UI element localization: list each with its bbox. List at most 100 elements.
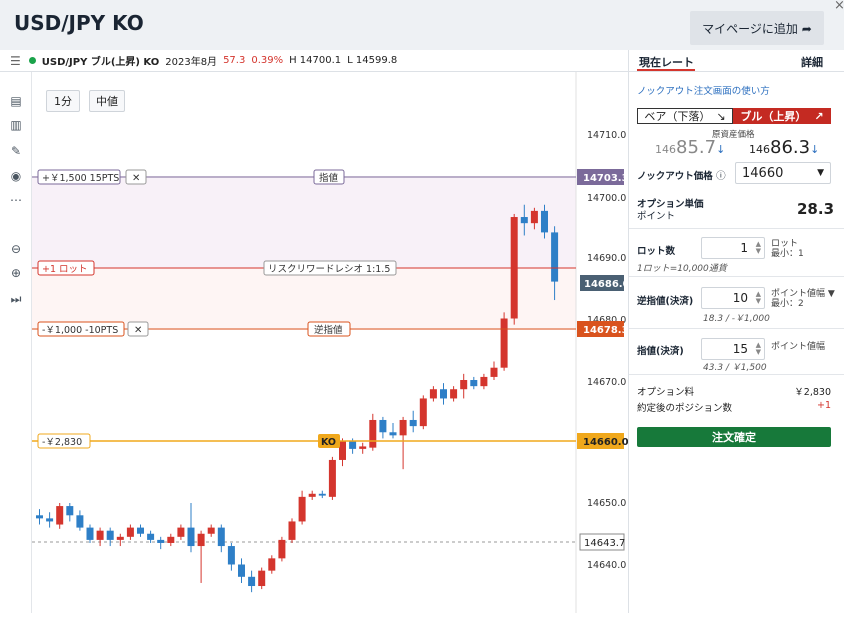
candle xyxy=(308,493,316,497)
svg-text:14643.7: 14643.7 xyxy=(584,538,625,549)
svg-text:逆指値: 逆指値 xyxy=(314,324,343,336)
option-price-value: 28.3 xyxy=(797,200,835,218)
position-count-row: 約定後のポジション数 +1 xyxy=(637,400,831,414)
close-icon[interactable]: × xyxy=(834,0,844,13)
y-tick: 14690.0 xyxy=(587,253,626,264)
candle xyxy=(106,530,114,540)
stepper-icon: ▲ ▼ xyxy=(755,341,761,356)
current-price-tag: 14686.0 xyxy=(580,275,630,291)
candle xyxy=(551,232,559,282)
price-chart[interactable]: +￥1,500 15PTS ✕ 指値 +1 ロット リスクリワードレシオ 1:1… xyxy=(32,72,630,613)
zoom-in-icon[interactable]: ⊕ xyxy=(10,266,22,280)
stop-line-left-label[interactable]: -￥1,000 -10PTS xyxy=(37,321,125,337)
symbol-name: USD/JPY ブル(上昇) KO xyxy=(41,57,160,68)
submit-order-button[interactable]: 注文確定 xyxy=(637,427,831,447)
limit-line-remove-button[interactable]: ✕ xyxy=(125,169,147,185)
lot-input[interactable]: 1 ▲ ▼ xyxy=(701,237,765,259)
bull-label: ブル（上昇） xyxy=(740,110,807,123)
calendar-icon[interactable]: ▤ xyxy=(10,94,22,108)
help-link[interactable]: ノックアウト注文画面の使い方 xyxy=(637,86,770,97)
order-panel: 現在レート 詳細 ノックアウト注文画面の使い方 ベア（下落） ↘ ブル（上昇） … xyxy=(628,50,844,613)
candle xyxy=(116,536,124,540)
svg-text:+1 ロット: +1 ロット xyxy=(42,264,88,275)
contract-month: 2023年8月 xyxy=(165,57,218,68)
candle xyxy=(399,419,407,436)
change-percent: 0.39% xyxy=(251,55,284,66)
candle xyxy=(541,210,548,233)
direction-toggle[interactable]: ベア（下落） ↘ ブル（上昇） ↗ xyxy=(637,108,831,124)
tab-detail[interactable]: 詳細 xyxy=(801,56,823,69)
zoom-out-icon[interactable]: ⊖ xyxy=(10,242,22,256)
lot-unit: ロット 最小：1 xyxy=(771,239,804,259)
limit-price-tag: 14703.3 xyxy=(577,169,629,185)
candle xyxy=(500,318,508,368)
candle xyxy=(86,527,94,540)
candle xyxy=(137,527,144,534)
header-bar: USD/JPY KO マイページに追加 ➦ × xyxy=(0,0,844,50)
candle xyxy=(248,576,256,587)
candle xyxy=(147,533,155,540)
more-icon[interactable]: ⋯ xyxy=(10,193,22,207)
ko-price-tag: 14660.0 xyxy=(577,433,629,449)
limit-line-left-label[interactable]: +￥1,500 15PTS xyxy=(37,169,121,185)
bear-label: ベア（下落） xyxy=(644,110,711,123)
svg-text:14660.0: 14660.0 xyxy=(583,437,628,448)
limit-points-input[interactable]: 15 ▲ ▼ xyxy=(701,338,765,360)
indicators-icon[interactable]: ▥ xyxy=(10,118,22,132)
bear-button[interactable]: ベア（下落） ↘ xyxy=(637,108,733,124)
svg-text:✕: ✕ xyxy=(132,173,140,184)
ko-price-select[interactable]: 14660 ▼ xyxy=(735,162,831,184)
limit-order-label: 指値(決済) xyxy=(637,346,684,357)
option-fee-row: オプション料 ￥2,830 xyxy=(637,387,831,398)
svg-text:+￥1,500 15PTS: +￥1,500 15PTS xyxy=(42,173,119,184)
last-price: 57.3 xyxy=(223,55,246,66)
stop-points-input[interactable]: 10 ▲ ▼ xyxy=(701,287,765,309)
stop-unit[interactable]: ポイント値幅 ▼ 最小：2 xyxy=(771,289,835,309)
eye-icon[interactable]: ◉ xyxy=(10,169,22,183)
stop-line-remove-button[interactable]: ✕ xyxy=(127,321,149,337)
candle xyxy=(369,419,377,448)
svg-text:指値: 指値 xyxy=(319,172,339,184)
limit-note: 43.3 / ￥1,500 xyxy=(703,363,767,373)
ko-line-left-label: -￥2,830 xyxy=(37,433,91,449)
interval-button[interactable]: 1分 xyxy=(46,90,80,112)
y-tick: 14640.0 xyxy=(587,560,626,571)
ko-line-center-label: KO xyxy=(318,434,340,448)
stop-price-tag: 14678.3 xyxy=(577,321,629,337)
candle xyxy=(238,564,245,577)
status-dot-icon xyxy=(28,57,36,64)
option-price-label: オプション単価 xyxy=(637,199,704,210)
candle xyxy=(409,419,417,427)
chart-area[interactable]: 1分 中値 +￥1,500 15PTS ✕ 指値 +1 ロット リスク xyxy=(32,72,630,613)
candle xyxy=(530,210,538,224)
candle xyxy=(470,380,478,387)
candle xyxy=(278,539,286,559)
candle xyxy=(76,515,84,528)
bull-button[interactable]: ブル（上昇） ↗ xyxy=(733,108,831,124)
stepper-icon: ▲ ▼ xyxy=(755,240,761,255)
candle xyxy=(227,546,235,565)
add-to-mypage-button[interactable]: マイページに追加 ➦ xyxy=(690,11,824,45)
candle xyxy=(520,217,528,224)
svg-text:-￥1,000 -10PTS: -￥1,000 -10PTS xyxy=(42,325,118,336)
tab-current-rate[interactable]: 現在レート xyxy=(639,56,694,69)
y-tick: 14700.0 xyxy=(587,193,626,204)
price-type-button[interactable]: 中値 xyxy=(89,90,125,112)
lot-label: ロット数 xyxy=(637,246,676,257)
ko-price-label: ノックアウト価格 ⓘ xyxy=(637,171,726,182)
y-tick: 14650.0 xyxy=(587,498,626,509)
underlying-price-label: 原資産価格 xyxy=(712,130,755,140)
y-tick: 14710.0 xyxy=(587,130,626,141)
active-tab-indicator xyxy=(637,69,695,71)
entry-line-left-label[interactable]: +1 ロット xyxy=(37,260,95,276)
svg-text:14678.3: 14678.3 xyxy=(583,325,628,336)
menu-icon[interactable]: ☰ xyxy=(10,53,21,68)
candle xyxy=(258,570,266,587)
draw-pencil-icon[interactable]: ✎ xyxy=(10,144,22,158)
candle xyxy=(197,533,205,547)
svg-text:14703.3: 14703.3 xyxy=(583,173,628,184)
candle xyxy=(167,536,175,543)
chevron-down-icon: ▼ xyxy=(817,168,824,178)
limit-unit[interactable]: ポイント値幅 xyxy=(771,342,826,352)
skip-to-end-icon[interactable]: ⏭ xyxy=(10,292,22,306)
